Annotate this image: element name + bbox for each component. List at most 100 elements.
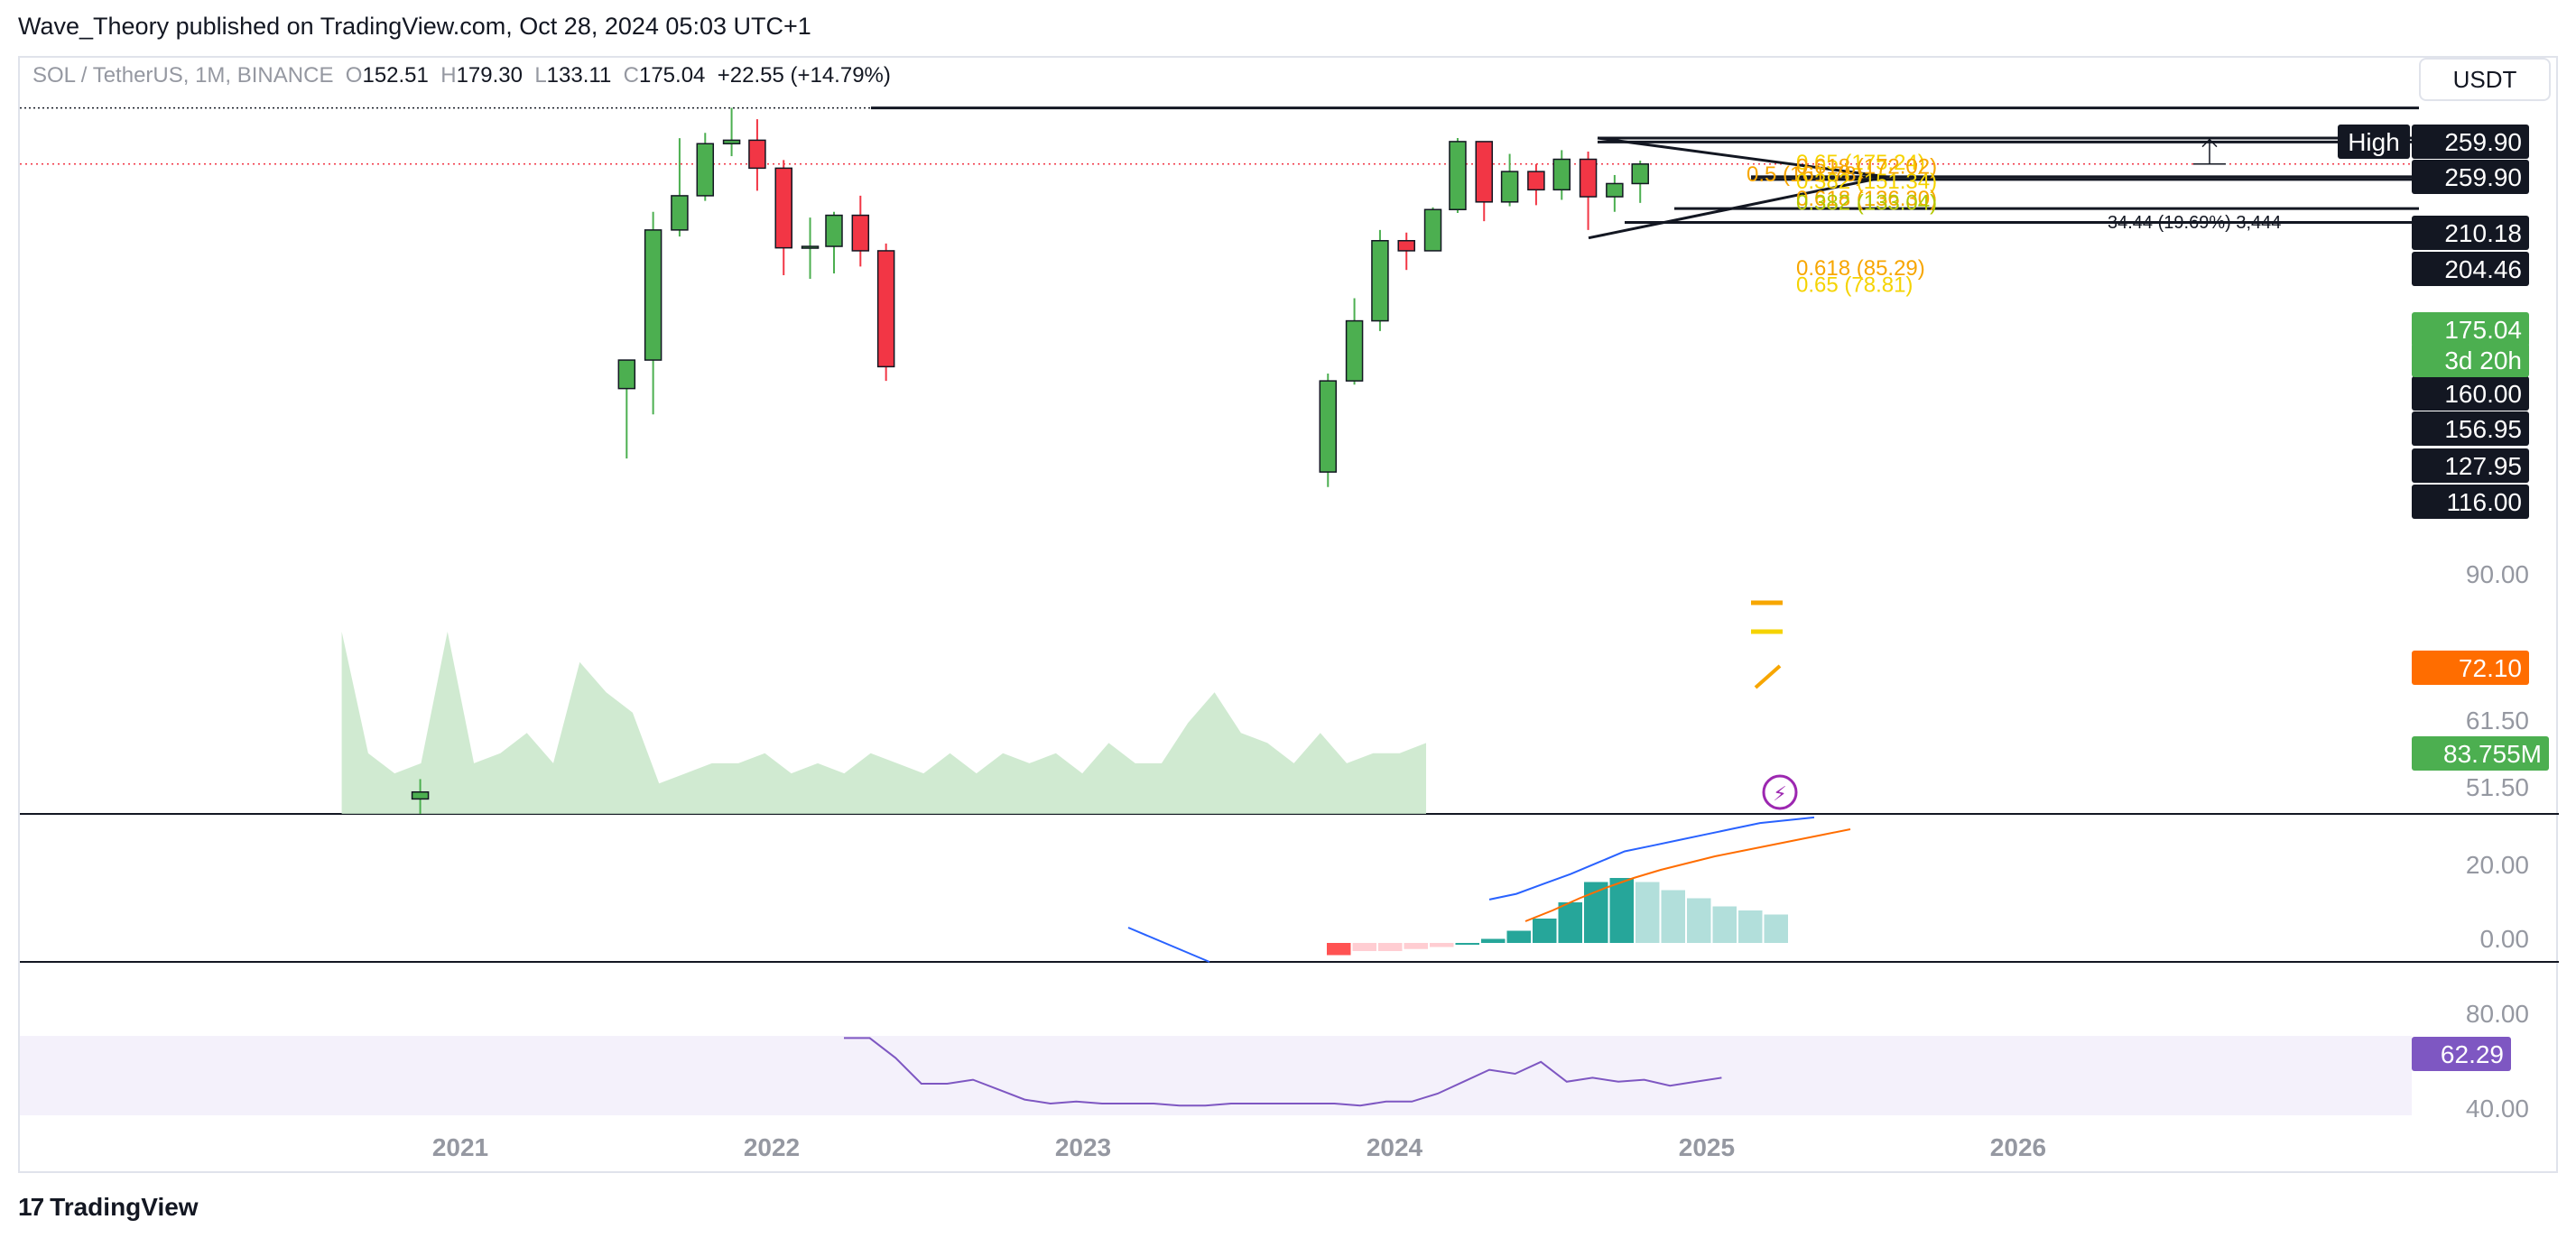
fib-label: 0.618 (172.02)	[1796, 155, 1937, 180]
change-value: +22.55 (+14.79%)	[717, 63, 891, 88]
volume-tag: 83.755M	[2443, 740, 2542, 768]
measure-arrowhead	[2201, 138, 2218, 148]
level-price-tag-bg	[2412, 160, 2529, 194]
alert-circle-icon	[1762, 774, 1798, 810]
macd-histogram-bar	[1327, 943, 1351, 956]
rsi-value-tag: 62.29	[2441, 1040, 2504, 1068]
high-value-tag: 259.90	[2444, 128, 2522, 156]
current-price-tag-bg	[2412, 312, 2529, 346]
macd-scale-label: 20.00	[2466, 851, 2529, 879]
candle-body	[1319, 380, 1338, 473]
macd-histogram-bar	[1430, 943, 1454, 947]
rsi-scale-label: 40.00	[2466, 1095, 2529, 1123]
macd-histogram-bar	[1558, 902, 1582, 943]
x-axis-tick-label: 2024	[1367, 1133, 1423, 1161]
candle-body	[617, 359, 636, 390]
level-price-tag: 156.95	[2444, 415, 2522, 443]
rsi-band	[20, 1036, 2412, 1115]
fib-label: 0.382 (133.04)	[1796, 190, 1937, 215]
rsi-scale-label: 80.00	[2466, 1000, 2529, 1028]
high-value: 179.30	[456, 63, 523, 88]
candle-body	[801, 245, 820, 249]
triangle-lower-line	[1588, 175, 1887, 240]
fib-label: 0.618 (136.30)	[1796, 187, 1937, 211]
measure-label: 34.44 (19.69%) 3,444	[2108, 213, 2281, 233]
level-price-tag-bg	[2412, 411, 2529, 446]
countdown-tag-bg	[2412, 343, 2529, 377]
tradingview-logo[interactable]: 17 TradingView	[18, 1193, 199, 1222]
high-title-bg	[2338, 125, 2410, 159]
macd-histogram-bar	[1481, 938, 1506, 943]
macd-line-early	[1127, 927, 1210, 963]
macd-histogram-bar	[1352, 943, 1376, 951]
macd-histogram-bar	[1764, 914, 1788, 943]
volume-tag-bg	[2412, 736, 2549, 771]
level-price-tag: 204.46	[2444, 255, 2522, 283]
macd-histogram-bar	[1404, 943, 1428, 949]
price-scale-label: 90.00	[2466, 560, 2529, 588]
close-value: 175.04	[638, 63, 706, 88]
macd-histogram-bar	[1738, 910, 1763, 943]
candle-body	[1527, 171, 1545, 191]
macd-histogram-bar	[1661, 890, 1685, 943]
fib-label: 0.65 (175.24)	[1796, 151, 1925, 175]
candle-body	[411, 790, 430, 800]
signal-line	[1524, 828, 1851, 922]
candle-body	[671, 195, 689, 231]
low-value: 133.11	[546, 63, 612, 88]
open-label: O	[345, 63, 363, 88]
x-axis-tick-label: 2026	[1990, 1133, 2046, 1161]
level-price-tag-bg	[2412, 448, 2529, 483]
level-price-tag-bg	[2412, 485, 2529, 519]
macd-histogram-bar	[1378, 943, 1403, 951]
orange-price-tag: 72.10	[2459, 654, 2522, 682]
tradingview-mark-icon: 17	[18, 1193, 44, 1221]
fib-label: 0.65 (78.81)	[1796, 273, 1913, 297]
level-price-tag: 127.95	[2444, 452, 2522, 480]
rsi-line	[844, 1037, 1722, 1107]
symbol-legend: SOL / TetherUS, 1M, BINANCE O152.51 H179…	[32, 63, 891, 88]
orange-price-tag-bg	[2412, 651, 2529, 685]
current-price-tag: 175.04	[2444, 316, 2522, 344]
rsi-value-tag-bg	[2412, 1037, 2511, 1071]
level-price-tag-bg	[2412, 252, 2529, 286]
macd-histogram-bar	[1609, 878, 1634, 943]
candle-body	[774, 167, 792, 249]
candle-body	[1631, 163, 1649, 185]
candle-body	[1423, 208, 1442, 252]
candle-body	[1475, 141, 1493, 203]
level-price-tag: 259.90	[2444, 163, 2522, 191]
macd-histogram-bar	[1712, 906, 1737, 943]
fib-label: 0.5 (161.78)	[1747, 162, 1863, 187]
macd-histogram-bar	[1687, 898, 1711, 943]
macd-histogram-bar	[1455, 943, 1479, 945]
candle-body	[876, 250, 895, 368]
level-price-tag-bg	[2412, 376, 2529, 411]
triangle-upper-line	[1597, 136, 1887, 179]
open-value: 152.51	[362, 63, 429, 88]
high-value-tag-bg	[2412, 125, 2529, 159]
currency-button[interactable]: USDT	[2419, 58, 2551, 101]
macd-scale-label: 0.00	[2480, 925, 2530, 953]
candle-body	[1397, 239, 1415, 252]
level-price-tag: 116.00	[2446, 488, 2522, 516]
chart-frame	[18, 56, 2558, 1173]
candle-body	[1500, 171, 1519, 203]
price-scale-label: 51.50	[2466, 773, 2529, 801]
candle-body	[851, 214, 870, 252]
lightning-icon: ⚡	[1773, 782, 1786, 805]
candle-body	[1345, 319, 1364, 382]
symbol-title[interactable]: SOL / TetherUS, 1M, BINANCE	[32, 63, 334, 88]
macd-histogram-bar	[1533, 919, 1557, 943]
low-label: L	[534, 63, 547, 88]
close-label: C	[623, 63, 639, 88]
x-axis-tick-label: 2023	[1055, 1133, 1111, 1161]
candle-body	[1449, 141, 1467, 211]
macd-histogram-bar	[1635, 882, 1660, 943]
high-title-label: High	[2348, 128, 2400, 156]
candle-body	[722, 139, 741, 144]
candle-body	[748, 139, 766, 170]
fib-label: 0.618 (85.29)	[1796, 256, 1925, 281]
candle-body	[1552, 158, 1571, 191]
